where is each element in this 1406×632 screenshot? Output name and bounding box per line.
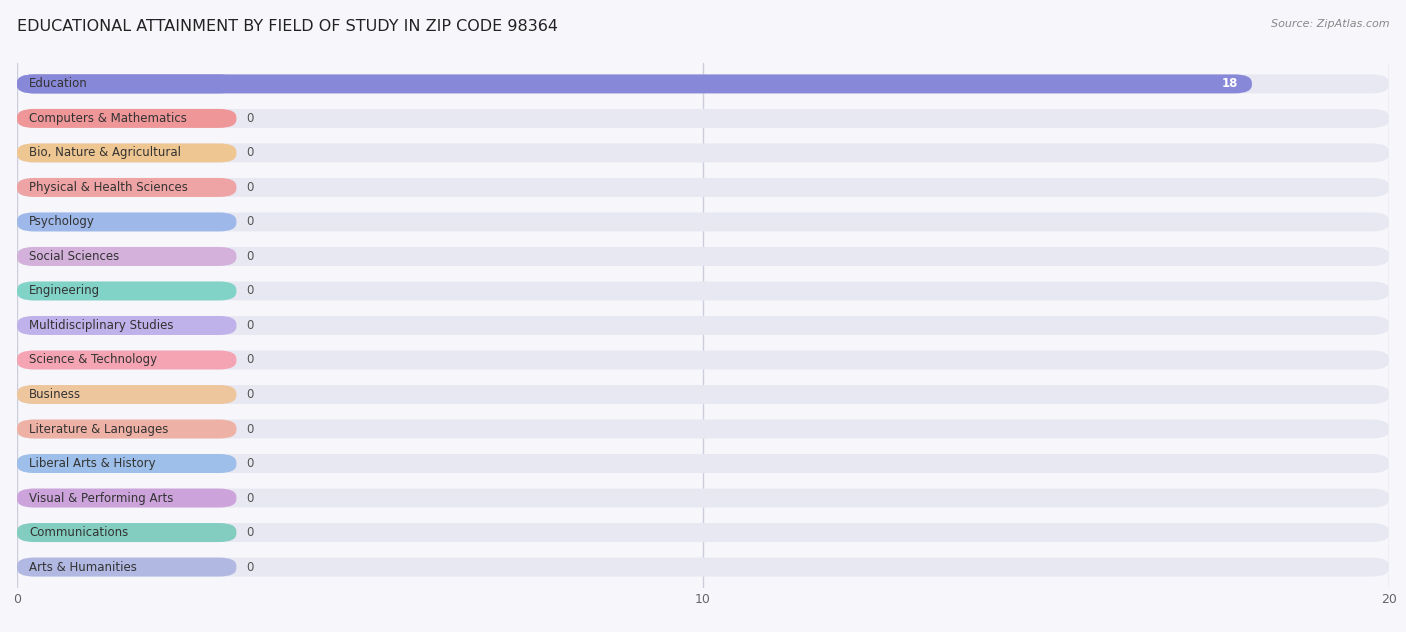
Text: 0: 0 [246, 319, 254, 332]
Text: 0: 0 [246, 112, 254, 125]
Text: 0: 0 [246, 216, 254, 228]
FancyBboxPatch shape [17, 489, 236, 507]
FancyBboxPatch shape [17, 212, 1389, 231]
Text: 18: 18 [1222, 77, 1239, 90]
FancyBboxPatch shape [17, 316, 1389, 335]
FancyBboxPatch shape [17, 316, 236, 335]
Text: Social Sciences: Social Sciences [30, 250, 120, 263]
FancyBboxPatch shape [17, 557, 1389, 576]
FancyBboxPatch shape [17, 420, 1389, 439]
Text: 0: 0 [246, 250, 254, 263]
Text: Education: Education [30, 77, 89, 90]
FancyBboxPatch shape [17, 247, 1389, 266]
FancyBboxPatch shape [17, 143, 1389, 162]
Text: 0: 0 [246, 457, 254, 470]
FancyBboxPatch shape [17, 75, 1389, 94]
Text: Communications: Communications [30, 526, 128, 539]
Text: Psychology: Psychology [30, 216, 96, 228]
FancyBboxPatch shape [17, 523, 236, 542]
FancyBboxPatch shape [17, 109, 236, 128]
FancyBboxPatch shape [17, 143, 236, 162]
Text: 0: 0 [246, 181, 254, 194]
Text: 0: 0 [246, 526, 254, 539]
FancyBboxPatch shape [17, 385, 236, 404]
Text: 0: 0 [246, 388, 254, 401]
FancyBboxPatch shape [17, 454, 236, 473]
FancyBboxPatch shape [17, 178, 236, 197]
Text: Bio, Nature & Agricultural: Bio, Nature & Agricultural [30, 147, 181, 159]
FancyBboxPatch shape [17, 351, 236, 370]
FancyBboxPatch shape [17, 385, 1389, 404]
FancyBboxPatch shape [17, 75, 1251, 94]
FancyBboxPatch shape [17, 212, 236, 231]
FancyBboxPatch shape [17, 247, 236, 266]
Text: Multidisciplinary Studies: Multidisciplinary Studies [30, 319, 174, 332]
Text: Liberal Arts & History: Liberal Arts & History [30, 457, 156, 470]
FancyBboxPatch shape [17, 75, 236, 94]
FancyBboxPatch shape [17, 281, 236, 300]
FancyBboxPatch shape [17, 420, 236, 439]
FancyBboxPatch shape [17, 523, 1389, 542]
FancyBboxPatch shape [17, 281, 1389, 300]
Text: 0: 0 [246, 492, 254, 504]
FancyBboxPatch shape [17, 557, 236, 576]
Text: Science & Technology: Science & Technology [30, 353, 157, 367]
FancyBboxPatch shape [17, 109, 1389, 128]
Text: Literature & Languages: Literature & Languages [30, 423, 169, 435]
Text: Visual & Performing Arts: Visual & Performing Arts [30, 492, 173, 504]
Text: EDUCATIONAL ATTAINMENT BY FIELD OF STUDY IN ZIP CODE 98364: EDUCATIONAL ATTAINMENT BY FIELD OF STUDY… [17, 19, 558, 34]
FancyBboxPatch shape [17, 454, 1389, 473]
Text: Arts & Humanities: Arts & Humanities [30, 561, 138, 574]
Text: 0: 0 [246, 353, 254, 367]
Text: Physical & Health Sciences: Physical & Health Sciences [30, 181, 188, 194]
Text: Engineering: Engineering [30, 284, 100, 298]
FancyBboxPatch shape [17, 178, 1389, 197]
Text: 0: 0 [246, 284, 254, 298]
Text: 0: 0 [246, 561, 254, 574]
Text: Source: ZipAtlas.com: Source: ZipAtlas.com [1271, 19, 1389, 29]
Text: 0: 0 [246, 147, 254, 159]
FancyBboxPatch shape [17, 489, 1389, 507]
Text: 0: 0 [246, 423, 254, 435]
FancyBboxPatch shape [17, 351, 1389, 370]
Text: Business: Business [30, 388, 82, 401]
Text: Computers & Mathematics: Computers & Mathematics [30, 112, 187, 125]
